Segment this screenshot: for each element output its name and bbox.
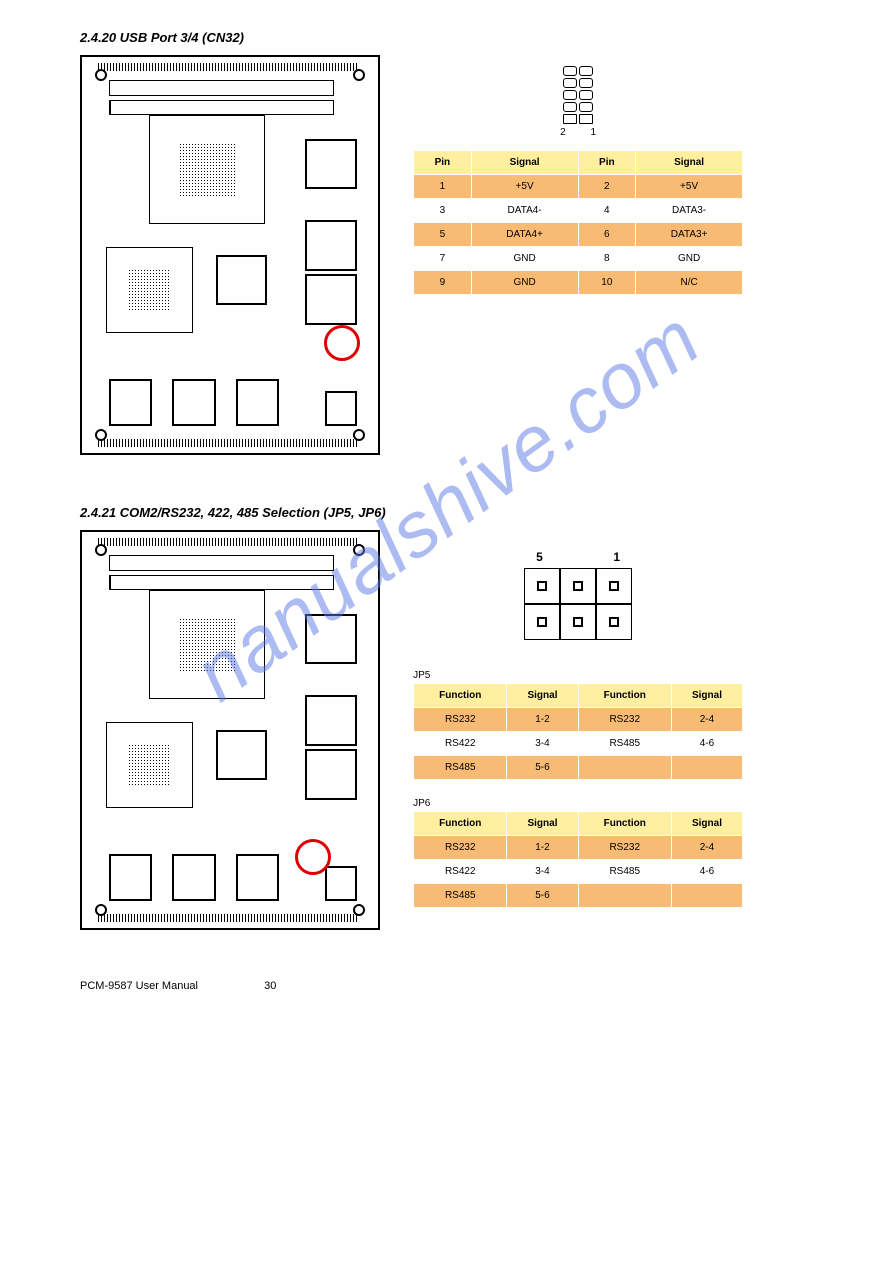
board-diagram-1 <box>80 55 380 455</box>
cell: RS232 <box>578 708 671 732</box>
cell: 4 <box>578 199 636 223</box>
col-header: Signal <box>507 812 578 836</box>
cell: DATA4+ <box>471 223 578 247</box>
cell: 4-6 <box>671 732 742 756</box>
table-caption-jp6: JP6 <box>413 798 743 809</box>
cell: 5-6 <box>507 756 578 780</box>
col-header: Pin <box>578 151 636 175</box>
jp5-table: Function Signal Function Signal RS2321-2… <box>413 683 743 780</box>
cell: RS232 <box>414 708 507 732</box>
cell: GND <box>471 247 578 271</box>
cell: 5 <box>414 223 472 247</box>
col-header: Signal <box>471 151 578 175</box>
cell: RS485 <box>578 860 671 884</box>
cell: 3-4 <box>507 732 578 756</box>
col-header: Pin <box>414 151 472 175</box>
col-header: Signal <box>671 812 742 836</box>
col-header: Function <box>578 812 671 836</box>
cell <box>671 756 742 780</box>
pin-header-diagram-2x5: 2 1 <box>560 65 596 138</box>
col-header: Function <box>578 684 671 708</box>
cell: RS422 <box>414 732 507 756</box>
col-header: Function <box>414 684 507 708</box>
cell: 1-2 <box>507 708 578 732</box>
cell: 1-2 <box>507 836 578 860</box>
cell: RS232 <box>578 836 671 860</box>
pin-label-right: 1 <box>591 127 597 138</box>
section-title: 2.4.20 USB Port 3/4 (CN32) <box>80 30 833 45</box>
cell: N/C <box>636 271 743 295</box>
cn32-details: 2 1 Pin Signal Pin Signal 1+5V2+5V 3DATA… <box>413 55 743 313</box>
cell: DATA4- <box>471 199 578 223</box>
cell: GND <box>636 247 743 271</box>
highlight-circle-jp5-jp6 <box>295 839 331 875</box>
cell: GND <box>471 271 578 295</box>
col-header: Signal <box>507 684 578 708</box>
pin-header-diagram-3x2: 5 1 <box>524 550 632 640</box>
cell <box>671 884 742 908</box>
cell: 5-6 <box>507 884 578 908</box>
cell: 3-4 <box>507 860 578 884</box>
cell: +5V <box>471 175 578 199</box>
cell: 10 <box>578 271 636 295</box>
table-caption-jp5: JP5 <box>413 670 743 681</box>
board-diagram-2 <box>80 530 380 930</box>
pin-label-right: 1 <box>613 550 620 564</box>
section-jp5-jp6: 2.4.21 COM2/RS232, 422, 485 Selection (J… <box>80 505 833 930</box>
col-header: Function <box>414 812 507 836</box>
cell: RS232 <box>414 836 507 860</box>
page-number: 30 <box>264 980 276 992</box>
pin-label-left: 5 <box>536 550 543 564</box>
cell <box>578 884 671 908</box>
cn32-pin-table: Pin Signal Pin Signal 1+5V2+5V 3DATA4-4D… <box>413 150 743 295</box>
cell: +5V <box>636 175 743 199</box>
cell: 7 <box>414 247 472 271</box>
cell: 1 <box>414 175 472 199</box>
cell: 2-4 <box>671 836 742 860</box>
cell: RS485 <box>414 756 507 780</box>
cell: DATA3+ <box>636 223 743 247</box>
cell: 2 <box>578 175 636 199</box>
col-header: Signal <box>636 151 743 175</box>
pin-label-left: 2 <box>560 127 566 138</box>
section-cn32: 2.4.20 USB Port 3/4 (CN32) <box>80 30 833 455</box>
col-header: Signal <box>671 684 742 708</box>
cell: 3 <box>414 199 472 223</box>
cell: RS485 <box>578 732 671 756</box>
page-footer: PCM-9587 User Manual 30 <box>80 980 833 992</box>
manual-title: PCM-9587 User Manual <box>80 980 198 992</box>
jp5-jp6-details: 5 1 JP5 Function Signal Function Signal <box>413 530 743 926</box>
section-title: 2.4.21 COM2/RS232, 422, 485 Selection (J… <box>80 505 833 520</box>
cell: 2-4 <box>671 708 742 732</box>
cell: RS422 <box>414 860 507 884</box>
cell: 4-6 <box>671 860 742 884</box>
cell <box>578 756 671 780</box>
cell: 8 <box>578 247 636 271</box>
cell: RS485 <box>414 884 507 908</box>
cell: 9 <box>414 271 472 295</box>
jp6-table: Function Signal Function Signal RS2321-2… <box>413 811 743 908</box>
cell: 6 <box>578 223 636 247</box>
highlight-circle-cn32 <box>324 325 360 361</box>
cell: DATA3- <box>636 199 743 223</box>
